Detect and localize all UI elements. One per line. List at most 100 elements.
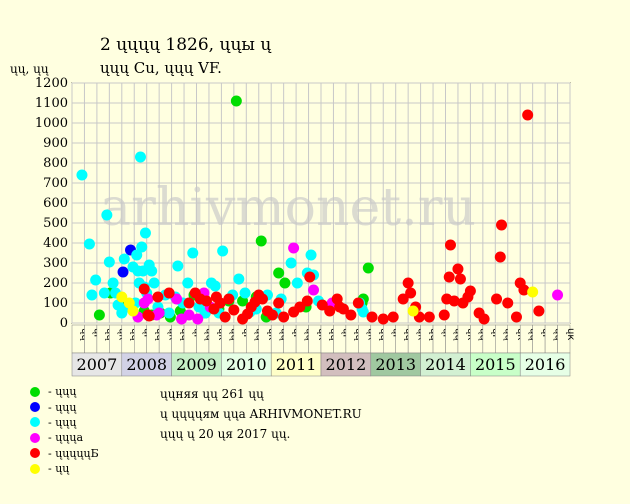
data-point bbox=[76, 169, 88, 181]
data-point bbox=[402, 277, 414, 289]
data-point bbox=[478, 313, 490, 325]
data-point bbox=[510, 311, 522, 323]
data-point bbox=[163, 287, 175, 299]
data-point bbox=[255, 235, 267, 247]
data-point bbox=[127, 305, 139, 317]
data-point bbox=[377, 313, 389, 325]
data-point bbox=[83, 238, 95, 250]
legend-label-3: - ųųųа bbox=[48, 431, 84, 445]
y-tick-label: 700 bbox=[43, 176, 68, 191]
data-point bbox=[98, 287, 110, 299]
data-point bbox=[273, 267, 285, 279]
year-label: 2015 bbox=[475, 355, 516, 374]
data-point bbox=[294, 301, 306, 313]
data-point bbox=[405, 287, 417, 299]
data-point bbox=[352, 297, 364, 309]
legend-label-5: - ųų bbox=[48, 462, 70, 476]
data-point bbox=[228, 304, 240, 316]
data-point bbox=[285, 257, 297, 269]
year-label: 2011 bbox=[276, 355, 317, 374]
data-point bbox=[448, 295, 460, 307]
data-point bbox=[214, 297, 226, 309]
y-tick-label: 1100 bbox=[35, 96, 68, 111]
data-point bbox=[337, 303, 349, 315]
data-point bbox=[444, 239, 456, 251]
legend-item: - ųųų bbox=[30, 384, 99, 399]
data-point bbox=[279, 277, 291, 289]
y-tick-label: 300 bbox=[43, 256, 68, 271]
data-point bbox=[308, 284, 320, 296]
data-point bbox=[148, 277, 160, 289]
legend-item: - ųųųа bbox=[30, 430, 99, 445]
y-tick-label: 600 bbox=[43, 196, 68, 211]
data-point bbox=[217, 245, 229, 257]
year-label: 2008 bbox=[126, 355, 167, 374]
legend: - ųųų - ųųų - ųųų - ųųųа - ųųųųųБ - ųų bbox=[30, 384, 99, 476]
data-point bbox=[464, 285, 476, 297]
data-point bbox=[502, 297, 514, 309]
data-point bbox=[454, 273, 466, 285]
data-point bbox=[143, 310, 155, 322]
year-label: 2010 bbox=[226, 355, 267, 374]
data-point bbox=[397, 293, 409, 305]
data-point bbox=[171, 293, 183, 305]
year-label: 2014 bbox=[425, 355, 466, 374]
legend-dot-0 bbox=[30, 386, 40, 397]
legend-dot-2 bbox=[30, 417, 40, 428]
axes: 0 100 200 300 400 500 600 700 800 900 1000 1100 1200… bbox=[35, 76, 576, 377]
data-point bbox=[387, 311, 399, 323]
data-point bbox=[117, 266, 129, 278]
data-point bbox=[152, 291, 164, 303]
data-point bbox=[93, 309, 105, 321]
data-point bbox=[316, 299, 328, 311]
data-point bbox=[230, 95, 242, 107]
data-point bbox=[146, 265, 158, 277]
y-tick-label: 200 bbox=[43, 276, 68, 291]
data-point bbox=[136, 241, 148, 253]
data-point bbox=[304, 271, 316, 283]
data-point bbox=[345, 309, 357, 321]
year-label: 2013 bbox=[375, 355, 416, 374]
legend-label-4: - ųųųųųБ bbox=[48, 446, 99, 460]
y-tick-label: 400 bbox=[43, 236, 68, 251]
info-date: ųųų ų 20 ųя 2017 ųų. bbox=[160, 427, 291, 441]
data-point bbox=[183, 309, 195, 321]
data-point bbox=[139, 227, 151, 239]
data-point bbox=[256, 293, 268, 305]
watermark: arhivmonet.ru bbox=[100, 178, 476, 238]
data-point bbox=[233, 273, 245, 285]
data-point bbox=[209, 280, 221, 292]
legend-label-2: - ųųų bbox=[48, 415, 77, 429]
year-label: 2009 bbox=[176, 355, 217, 374]
y-tick-label: 500 bbox=[43, 216, 68, 231]
data-point bbox=[491, 293, 503, 305]
data-point bbox=[522, 109, 534, 121]
data-point bbox=[438, 309, 450, 321]
quarter-label: ųк bbox=[565, 328, 576, 340]
data-point bbox=[90, 274, 102, 286]
data-point bbox=[552, 289, 564, 301]
data-point bbox=[116, 291, 128, 303]
data-point bbox=[278, 311, 290, 323]
data-point bbox=[291, 277, 303, 289]
year-label: 2007 bbox=[77, 355, 118, 374]
legend-label-1: - ųųų bbox=[48, 400, 77, 414]
data-point bbox=[138, 283, 150, 295]
data-point bbox=[172, 260, 184, 272]
chart-title-line2: ųųų Cu, ųųų VF. bbox=[100, 59, 222, 77]
data-point bbox=[423, 311, 435, 323]
info-block: ųųняя ųų 261 ųų ų ųųųųям ųųа ARHIVMONET.… bbox=[160, 384, 362, 444]
data-point bbox=[288, 242, 300, 254]
data-point bbox=[518, 284, 530, 296]
data-point bbox=[182, 277, 194, 289]
data-point bbox=[273, 297, 285, 309]
legend-item: - ųųų bbox=[30, 399, 99, 414]
info-source: ų ųųųųям ųųа ARHIVMONET.RU bbox=[160, 407, 362, 421]
data-points bbox=[76, 95, 564, 325]
legend-dot-5 bbox=[30, 463, 40, 474]
data-point bbox=[301, 295, 313, 307]
data-point bbox=[103, 256, 115, 268]
data-point bbox=[219, 311, 231, 323]
data-point bbox=[266, 309, 278, 321]
